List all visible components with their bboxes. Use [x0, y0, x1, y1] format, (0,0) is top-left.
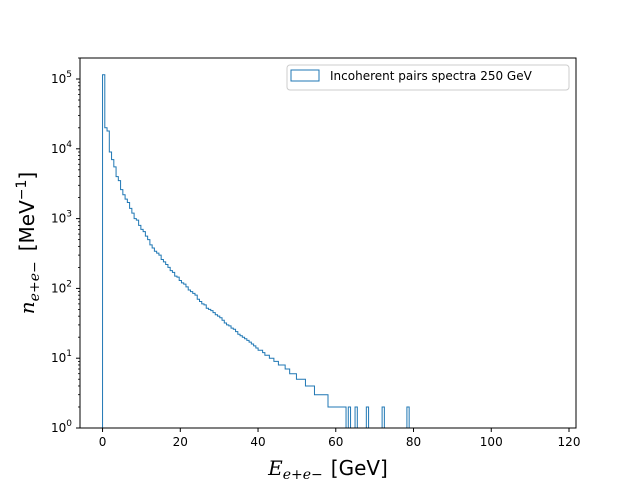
y-tick-label: 100 — [51, 419, 72, 435]
y-tick-label: 104 — [51, 140, 72, 156]
y-tick-label: 103 — [51, 210, 72, 226]
y-axis-ticks: 100 101 102 103 104 105 — [51, 57, 80, 435]
y-tick-label: 101 — [51, 349, 72, 365]
legend: Incoherent pairs spectra 250 GeV — [286, 64, 570, 91]
y-axis-label: ne+e−[MeV−1] — [14, 172, 43, 314]
legend-entry-label: Incoherent pairs spectra 250 GeV — [330, 69, 533, 83]
x-tick-label: 40 — [250, 435, 265, 449]
y-tick-label: 105 — [51, 70, 72, 86]
x-axis-label: Ee+e− [GeV] — [267, 456, 388, 480]
x-tick-label: 100 — [480, 435, 503, 449]
x-tick-label: 20 — [173, 435, 188, 449]
axes-frame — [79, 57, 577, 429]
y-tick-label: 102 — [51, 279, 72, 295]
x-tick-label: 80 — [406, 435, 421, 449]
legend-box — [286, 64, 570, 91]
x-tick-label: 120 — [558, 435, 581, 449]
legend-swatch — [290, 69, 320, 82]
x-tick-label: 0 — [99, 435, 107, 449]
x-tick-label: 60 — [328, 435, 343, 449]
x-axis-ticks: 0 20 40 60 80 100 120 — [99, 428, 581, 449]
